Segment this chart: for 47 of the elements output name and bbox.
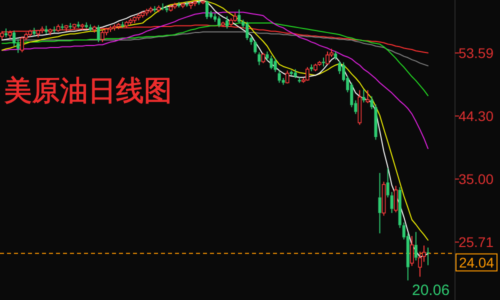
candlestick — [378, 172, 382, 234]
candlestick — [250, 36, 253, 46]
ref-line-label: 24.04 — [458, 254, 494, 270]
candlestick — [226, 16, 229, 29]
candlestick — [386, 168, 390, 198]
y-tick-label: 53.59 — [458, 44, 494, 61]
candlestick — [414, 231, 418, 261]
y-tick-label: 44.30 — [458, 108, 494, 124]
candlestick — [12, 30, 16, 47]
candlestick — [218, 16, 221, 28]
candlestick — [278, 70, 281, 84]
candlestick — [185, 0, 188, 8]
candlestick — [238, 8, 241, 24]
candlestick — [418, 251, 422, 278]
candlestick — [76, 21, 80, 28]
candlestick — [84, 22, 88, 29]
candlestick — [374, 104, 378, 140]
candlestick — [205, 1, 208, 20]
candlestick — [4, 28, 8, 38]
y-tick-label: 35.00 — [458, 171, 494, 188]
candlestick — [274, 58, 277, 72]
candlestick — [60, 23, 64, 30]
candlestick — [254, 40, 257, 54]
candlestick — [322, 57, 326, 67]
candlestick — [310, 64, 313, 72]
candlestick — [294, 68, 297, 78]
candlestick — [266, 51, 269, 61]
candlestick — [246, 21, 249, 41]
candlestick — [358, 90, 362, 126]
candlestick — [177, 2, 180, 8]
candlestick — [121, 21, 124, 28]
y-tick-label: 25.71 — [458, 234, 494, 250]
candlestick — [334, 51, 338, 60]
candlestick — [282, 78, 285, 86]
candlestick — [398, 186, 402, 228]
candlestick — [258, 52, 261, 66]
candlestick — [350, 82, 354, 108]
candlestick — [165, 4, 168, 13]
candlestick — [290, 70, 293, 76]
annotation: 20.06 — [412, 282, 450, 299]
candlestick — [96, 24, 100, 43]
candlestick — [362, 89, 366, 103]
candlestick — [426, 247, 430, 266]
candlestick — [16, 38, 20, 54]
candlestick — [410, 236, 414, 266]
text: 美原油日线图 — [4, 75, 172, 106]
candlestick — [390, 191, 394, 214]
